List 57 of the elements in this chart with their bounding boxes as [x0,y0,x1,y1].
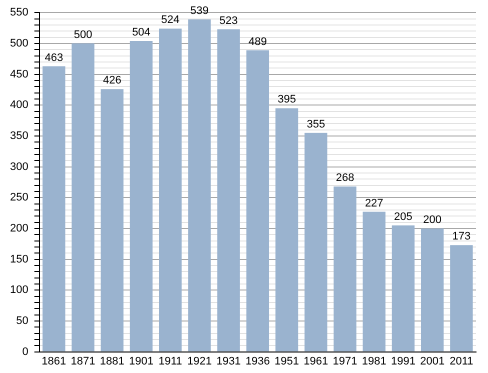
data-label: 355 [306,118,326,130]
x-tick-label: 1936 [245,355,270,368]
y-tick-label: 200 [10,222,28,234]
y-tick-label: 400 [10,99,28,112]
x-tick-label: 2001 [420,355,445,368]
data-label: 227 [364,197,384,210]
bar [362,212,386,352]
y-tick-label: 150 [10,253,28,266]
bar [100,89,124,352]
x-tick-label: 1961 [304,355,328,368]
bar [334,186,356,352]
bar [188,19,211,352]
bar [392,225,415,352]
bar [275,108,298,352]
bar [246,50,270,352]
x-tick-label: 1861 [42,355,66,368]
y-tick-label: 0 [22,346,28,358]
y-tick-label: 300 [10,160,28,173]
x-tick-label: 1971 [332,355,358,368]
y-tick-label: 50 [16,314,28,327]
x-tick-label: 1901 [128,355,154,368]
data-label: 268 [336,172,354,184]
x-tick-label: 1871 [70,355,96,368]
bar [130,40,153,352]
y-tick-label: 100 [10,284,28,296]
bar [304,132,328,352]
y-tick-label: 500 [10,37,28,50]
data-label: 539 [190,4,209,17]
x-tick-label: 1931 [216,355,241,368]
data-label: 200 [423,214,442,226]
bar [217,29,240,352]
data-label: 205 [394,210,412,223]
x-tick-label: 1911 [158,355,182,368]
data-label: 500 [74,28,92,41]
data-label: 463 [44,52,64,64]
data-label: 173 [452,230,471,243]
data-label: 524 [161,14,180,26]
bar [72,43,94,352]
data-label: 523 [219,14,238,27]
data-label: 489 [248,36,267,48]
bar [42,66,66,352]
y-tick-label: 450 [10,68,28,80]
x-tick-label: 1991 [390,355,416,368]
x-tick-label: 1981 [362,355,386,368]
bar [158,28,182,352]
x-tick-label: 1951 [274,355,300,368]
x-tick-label: 1881 [100,355,124,368]
data-label: 504 [132,26,150,38]
y-tick-label: 350 [10,130,28,142]
y-tick-label: 250 [10,192,28,204]
data-label: 395 [278,94,296,106]
bar [450,245,473,352]
bar [420,228,444,352]
x-tick-label: 2011 [450,355,474,368]
x-tick-label: 1921 [187,355,212,368]
y-tick-label: 550 [10,6,28,19]
data-label: 426 [102,74,122,87]
